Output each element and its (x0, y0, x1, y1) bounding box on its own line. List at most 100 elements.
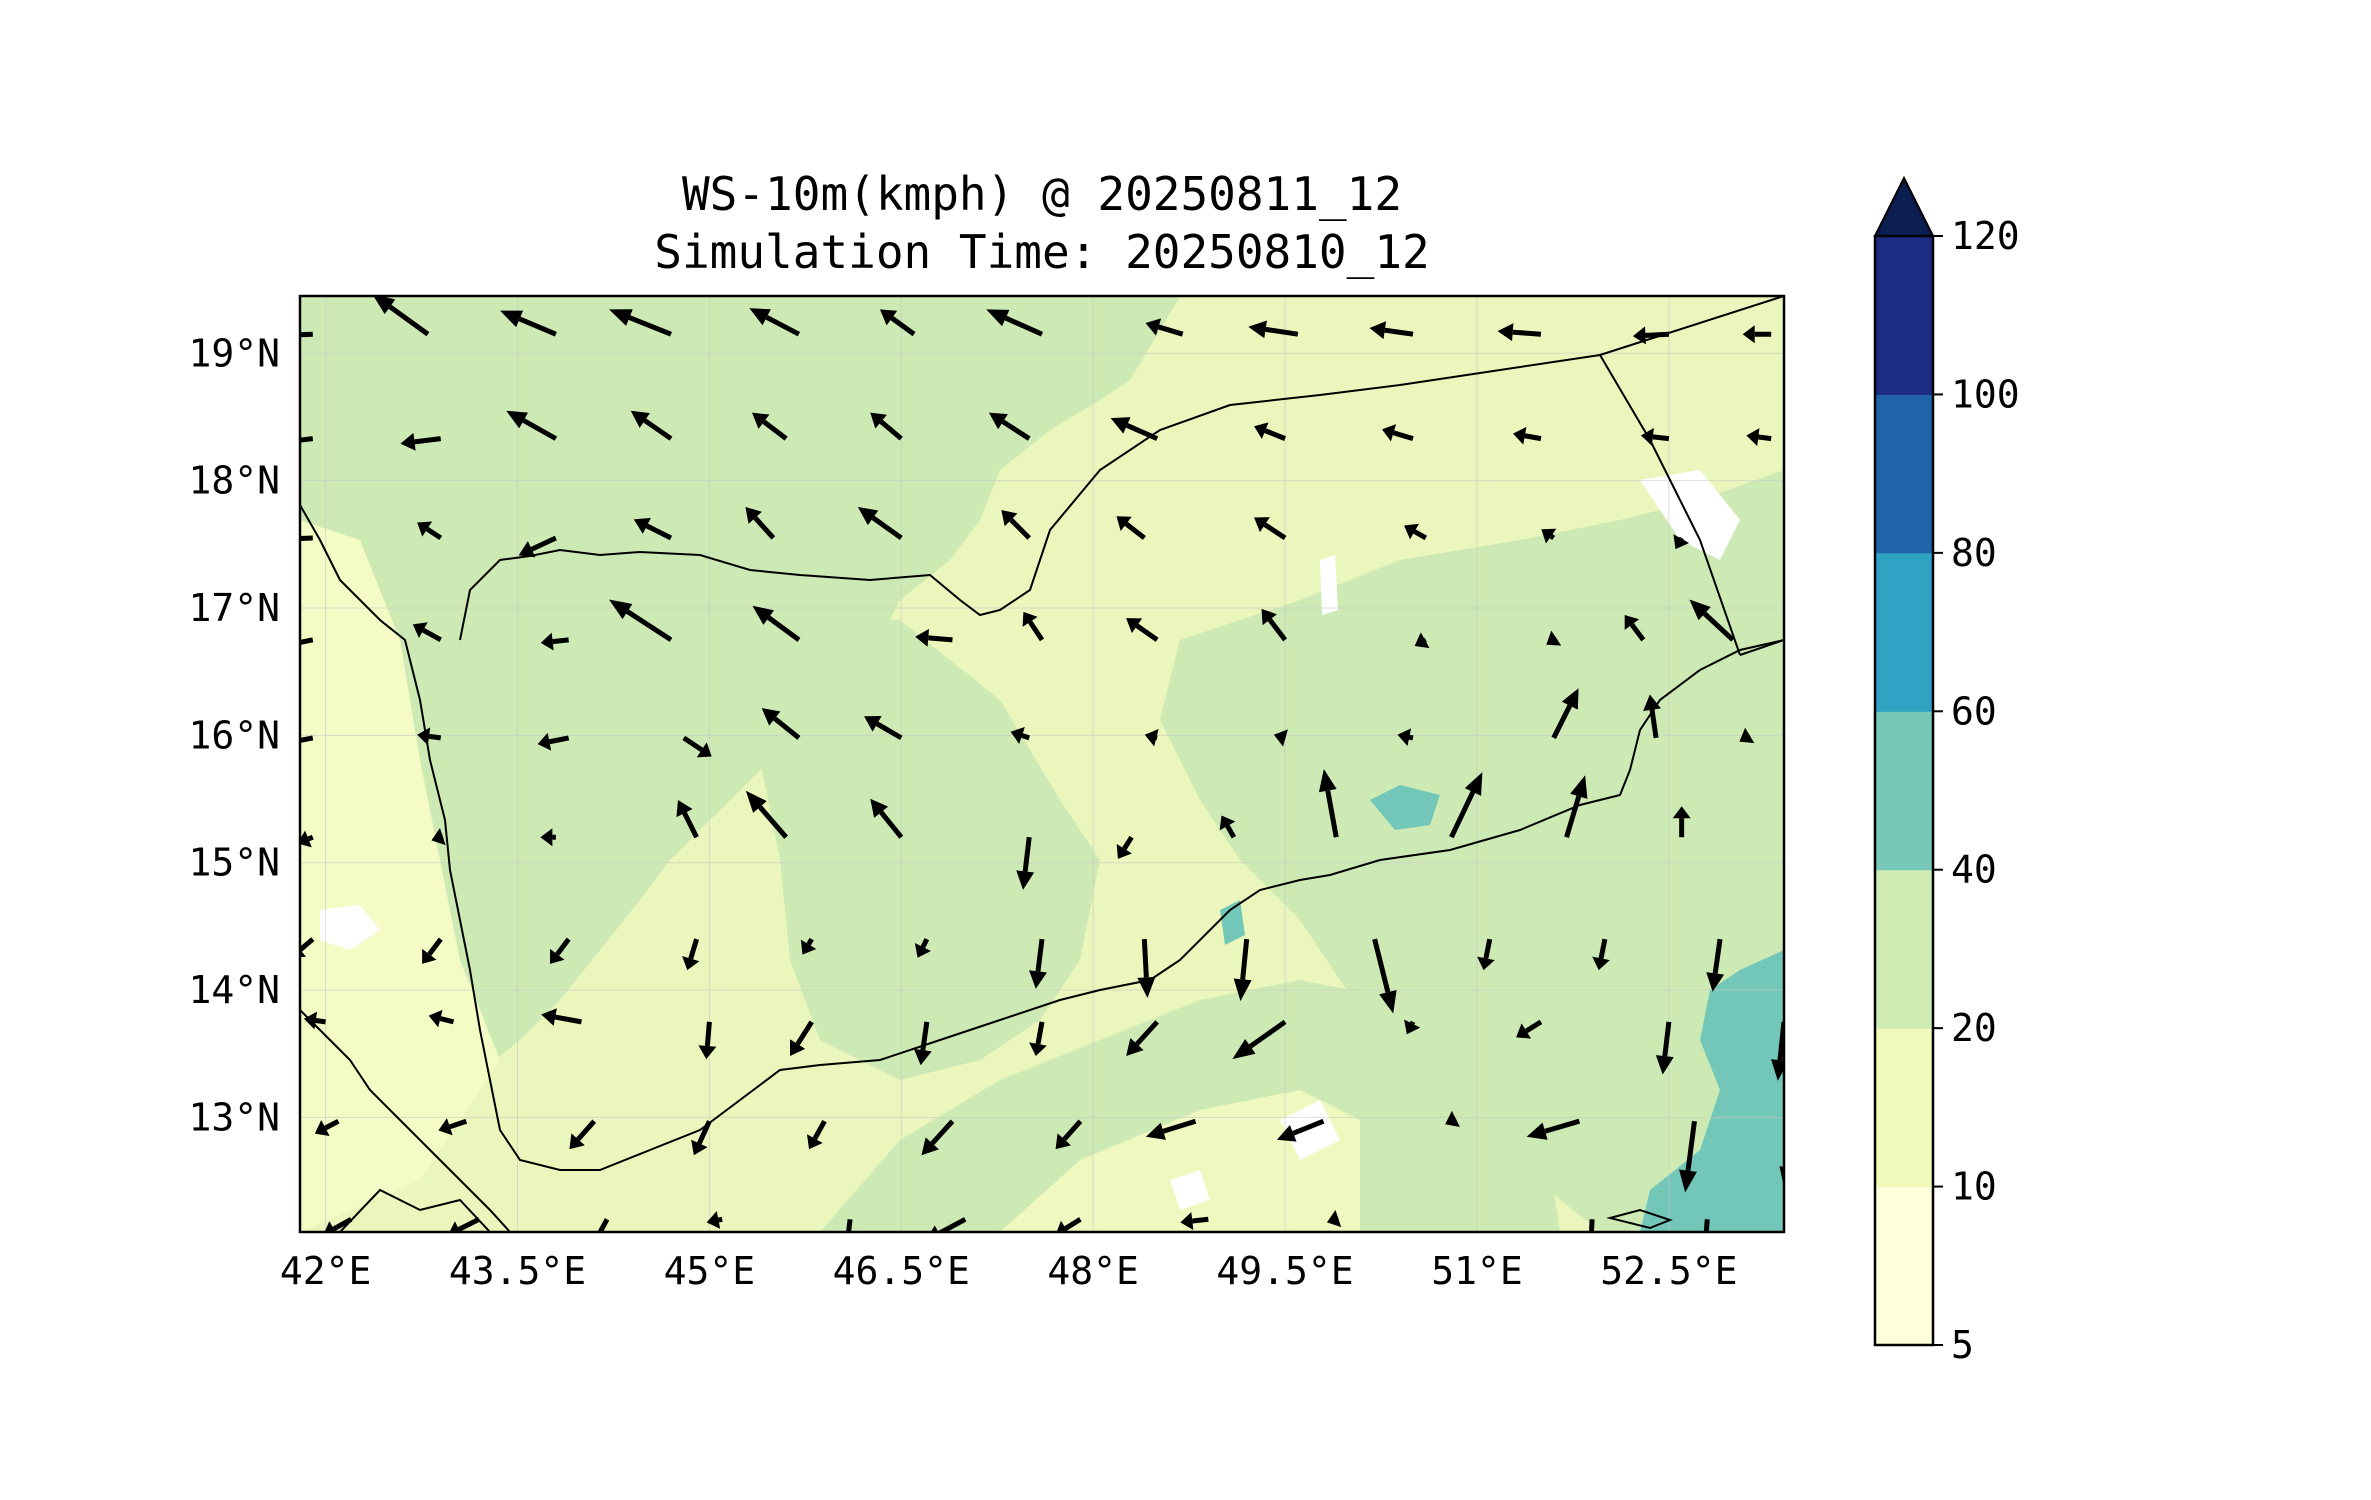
map-title: WS-10m(kmph) @ 20250811_12 (682, 167, 1402, 221)
wind-vector-arrow (412, 622, 442, 643)
wind-vector-arrow (1137, 938, 1156, 999)
wind-vector-arrow (913, 1021, 932, 1066)
wind-vector-arrow (870, 412, 903, 441)
lat-tick-label: 15°N (188, 841, 280, 885)
wind-vector-arrow (1276, 1118, 1325, 1142)
wind-vector-arrow (682, 938, 700, 971)
lat-tick-label: 17°N (188, 586, 280, 630)
wind-vector-arrow (1592, 938, 1610, 971)
wind-vectors (300, 296, 1861, 1232)
wind-vector-arrow (400, 432, 442, 451)
latitude-ticks: 19°N 18°N 17°N 16°N 15°N 14°N 13°N (188, 331, 280, 1139)
wind-vector-arrow (633, 517, 673, 541)
wind-vector-arrow (537, 732, 570, 751)
colorbar-segment (1875, 394, 1933, 554)
wind-vector-arrow (438, 1118, 468, 1136)
wind-vector-arrow (1145, 318, 1184, 337)
wind-vector-arrow (857, 506, 903, 540)
wind-speed-field (300, 296, 1784, 1232)
wind-vector-arrow (1589, 1219, 1595, 1232)
wind-vector-arrow (1643, 694, 1661, 739)
wind-vector-arrow (761, 708, 801, 740)
colorbar-frame (1873, 234, 1935, 1347)
wind-vector-arrow (1793, 738, 1823, 766)
wind-vector-arrow (870, 798, 904, 839)
coastlines-and-borders (300, 296, 1784, 1232)
wind-vector-arrow (1706, 938, 1725, 992)
wind-vector-arrow (300, 331, 313, 338)
colorbar: 5 10 20 40 60 80 100 120 (1873, 175, 2020, 1367)
wind-vector-arrow (1261, 608, 1288, 642)
wind-vector-arrow (752, 605, 801, 642)
wind-vector-arrow (630, 410, 673, 441)
field-band-20-40 (300, 296, 1180, 1110)
wind-vector-arrow (682, 735, 712, 758)
wind-vector-arrow (1145, 1118, 1197, 1140)
field-band-40-60-southeast (1640, 950, 1784, 1232)
lat-tick-label: 19°N (188, 331, 280, 375)
map-subtitle: Simulation Time: 20250810_12 (654, 225, 1429, 279)
wind-vector-arrow (1679, 1120, 1697, 1193)
wind-vector-arrow (1126, 618, 1159, 642)
wind-vector-arrow (1788, 535, 1805, 549)
colorbar-tick-label: 60 (1951, 689, 1997, 733)
wind-vector-arrow (1546, 630, 1562, 646)
djibouti-coast (339, 1188, 491, 1232)
wind-vector-arrow (1180, 1212, 1209, 1230)
wind-vector-arrow (597, 1218, 610, 1232)
wind-vector-arrow (915, 628, 953, 647)
wind-vector-arrow (449, 1217, 481, 1232)
wind-vector-arrow (417, 521, 443, 541)
wind-vector-arrow (1746, 428, 1772, 446)
wind-vector-arrow (314, 1118, 340, 1136)
wind-vector-arrow (1248, 320, 1299, 339)
wind-vector-arrow (1397, 728, 1414, 746)
wind-vector-arrow (1116, 516, 1146, 540)
wind-vector-arrow (1839, 428, 1861, 446)
colorbar-segment (1875, 711, 1933, 871)
wind-vector-arrow (921, 1119, 955, 1156)
colorbar-segment (1875, 552, 1933, 712)
wind-vector-arrow (541, 1008, 582, 1026)
wind-vector-arrow (1029, 938, 1047, 989)
lat-tick-label: 13°N (188, 1095, 280, 1139)
wind-vector-arrow (1673, 534, 1690, 550)
wind-vector-arrow (1640, 427, 1670, 446)
wind-vector-arrow (864, 716, 903, 741)
wind-vector-arrow (1513, 426, 1542, 445)
wind-vector-arrow (752, 412, 788, 441)
wind-vector-arrow (373, 296, 430, 337)
wind-vector-arrow (303, 1011, 326, 1030)
wind-vector-arrow (1369, 321, 1414, 340)
wind-vector-arrow (1233, 938, 1252, 1002)
field-band-40-60-small (1220, 900, 1245, 945)
field-band-5-10-west (300, 520, 500, 1232)
field-band-10-20-gulf (1000, 1090, 1360, 1232)
colorbar-tick-label: 80 (1951, 531, 1997, 575)
field-band-20-40-gulf (820, 980, 1560, 1232)
wind-vector-arrow (300, 937, 315, 958)
lon-tick-label: 51°E (1431, 1249, 1523, 1293)
field-band-20-40-east (1160, 470, 1784, 1232)
wind-vector-arrow (422, 937, 443, 964)
lon-tick-label: 46.5°E (833, 1249, 970, 1293)
wind-vector-arrow (1632, 326, 1669, 345)
wind-vector-arrow (1326, 1210, 1342, 1228)
wind-vector-arrow (1022, 611, 1045, 642)
wind-vector-arrow (1526, 1118, 1581, 1140)
wind-vector-arrow (1497, 323, 1542, 342)
wind-vector-arrow (417, 727, 442, 746)
gridlines (300, 296, 1784, 1232)
wind-vector-arrow (324, 1217, 353, 1232)
wind-vector-arrow (1219, 815, 1237, 839)
wind-vector-arrow (550, 937, 571, 964)
wind-vector-arrow (1056, 1217, 1082, 1232)
wind-vector-arrow (1449, 772, 1483, 839)
wind-vector-arrow (1672, 806, 1691, 838)
colorbar-tick-label: 40 (1951, 848, 1997, 892)
saudi-yemen-border (529, 296, 1784, 617)
wind-vector-arrow (1144, 728, 1159, 747)
map-panel (300, 296, 1861, 1232)
wind-vector-arrow (540, 828, 556, 847)
